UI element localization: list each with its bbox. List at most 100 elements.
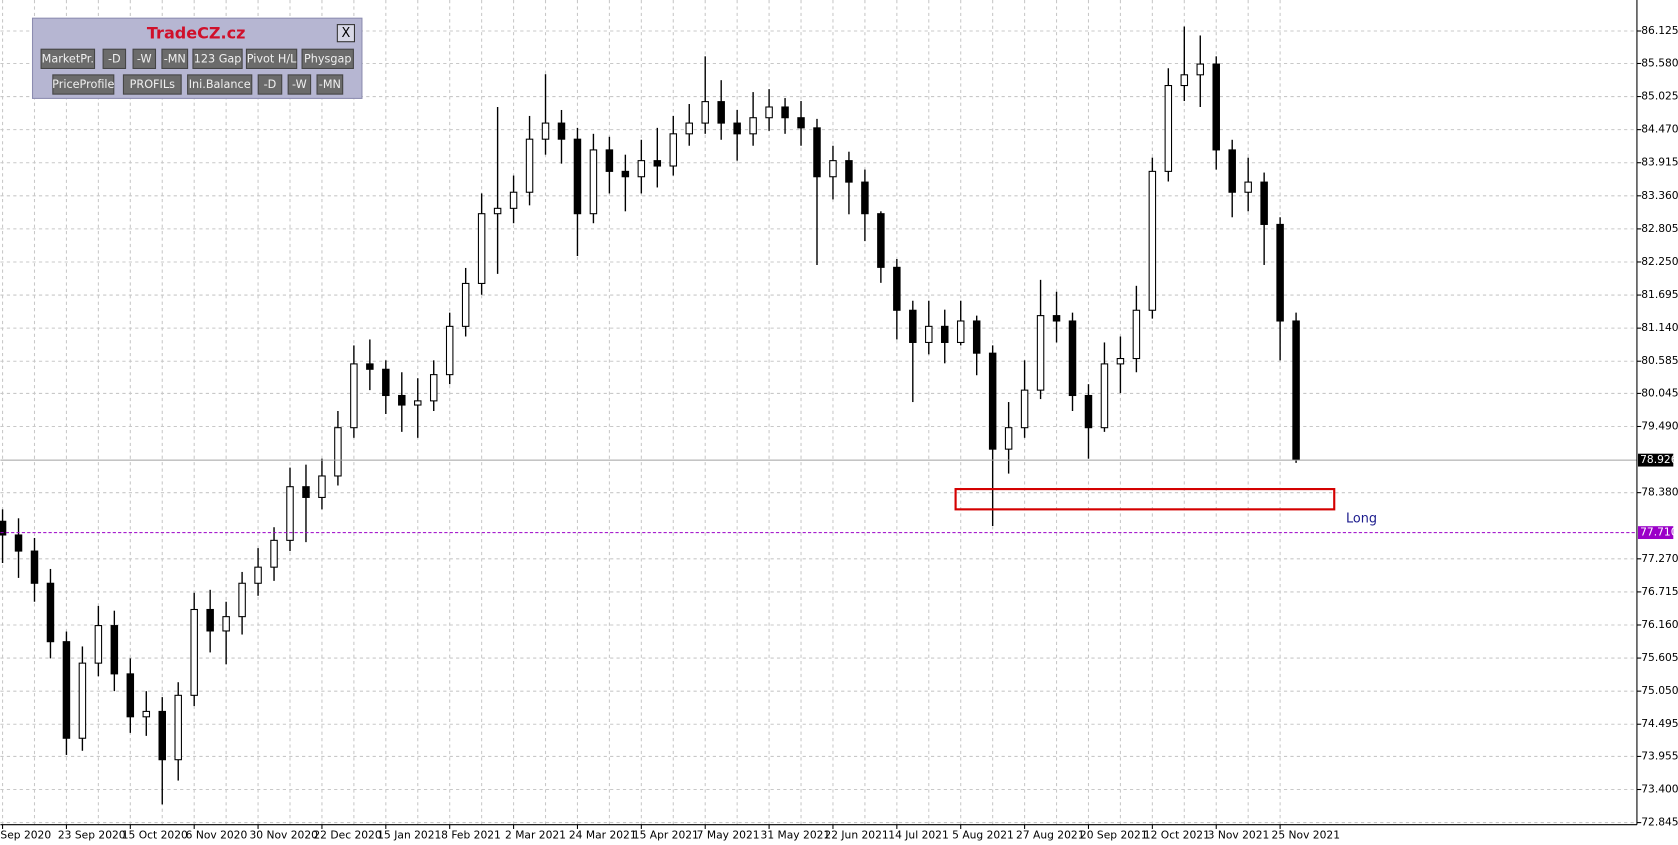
overlay: 78.926 77.710 Long — [0, 453, 1678, 540]
candle-body — [206, 608, 214, 632]
x-tick-label: 3 Nov 2021 — [1208, 828, 1270, 841]
candle-body — [525, 138, 534, 193]
candle-body — [717, 101, 725, 124]
panel-button-label[interactable]: -MN — [319, 78, 341, 91]
candle-body — [334, 427, 342, 477]
panel-button-label[interactable]: Ini.Balance — [189, 78, 251, 91]
panel-button[interactable] — [287, 74, 312, 95]
candle-body — [573, 138, 582, 215]
x-tick-label: 12 Oct 2021 — [1144, 828, 1210, 841]
candle-body — [158, 710, 166, 761]
candle-body — [925, 325, 933, 343]
level-box — [1638, 526, 1674, 540]
panel-button[interactable] — [122, 74, 182, 95]
x-tick-label: 2 Mar 2021 — [505, 828, 566, 841]
candle-body — [589, 149, 598, 215]
x-tick-label: 5 Aug 2021 — [952, 828, 1014, 841]
candle-body — [972, 320, 981, 354]
y-tick-label: 84.470 — [1641, 123, 1678, 136]
panel-button[interactable] — [245, 48, 298, 69]
candle-body — [813, 127, 821, 178]
x-tick-label: 31 May 2021 — [761, 828, 831, 841]
panel-button-label[interactable]: PriceProfile — [52, 78, 114, 91]
x-tick-label: 30 Nov 2020 — [250, 828, 319, 841]
candle-body — [781, 106, 789, 119]
panel-title: TradeCZ.cz — [147, 24, 246, 43]
candle-body — [142, 710, 151, 718]
candle-body — [1036, 315, 1045, 391]
candle-body — [1148, 170, 1157, 311]
candle-body — [477, 213, 486, 284]
panel-button-label[interactable]: -MN — [164, 52, 186, 65]
candle-body — [733, 122, 741, 135]
panel-button[interactable] — [102, 48, 127, 69]
y-tick-label: 78.380 — [1641, 486, 1678, 499]
y-tick-label: 81.695 — [1641, 288, 1678, 301]
candle-body — [1132, 309, 1141, 360]
candle-body — [302, 486, 310, 498]
panel-button-label[interactable]: PROFILs — [130, 78, 175, 91]
y-tick-label: 85.025 — [1641, 90, 1678, 103]
panel-button[interactable] — [192, 48, 243, 69]
candle-body — [941, 325, 949, 343]
candle-body — [1260, 181, 1268, 225]
candle-body — [461, 282, 470, 327]
zone-rect — [954, 488, 1336, 511]
panel-button[interactable] — [161, 48, 189, 69]
x-tick-label: 7 May 2021 — [697, 828, 760, 841]
candle-body — [653, 160, 662, 167]
candle-body — [318, 475, 326, 498]
panel-button-label[interactable]: Pivot H/L — [247, 52, 297, 65]
y-tick-label: 76.715 — [1641, 585, 1678, 598]
panel-button[interactable] — [257, 74, 283, 95]
panel-button[interactable] — [301, 48, 354, 69]
candle-body — [845, 160, 853, 183]
candle-body — [765, 106, 773, 119]
candle-body — [174, 694, 182, 761]
panel-button[interactable] — [316, 74, 344, 95]
panel-button-label[interactable]: 123 Gap — [194, 52, 242, 65]
current-price-box — [1638, 453, 1674, 467]
y-tick-label: 83.915 — [1641, 156, 1678, 169]
candles — [0, 26, 1300, 805]
candle-body — [0, 520, 7, 536]
panel-button[interactable] — [187, 74, 253, 95]
candle-body — [222, 616, 230, 632]
close-label[interactable]: X — [342, 26, 351, 41]
candle-body — [30, 550, 39, 584]
panel-button[interactable] — [132, 48, 157, 69]
x-tick-label: Sep 2020 — [0, 828, 51, 841]
candle-body — [988, 352, 997, 450]
x-tick-label: 24 Mar 2021 — [569, 828, 637, 841]
y-tick-label: 76.160 — [1641, 618, 1678, 631]
candle-body — [382, 368, 390, 397]
candle-body — [1180, 74, 1189, 87]
panel-button[interactable] — [40, 48, 96, 69]
candle-body — [46, 582, 55, 643]
panel-button-label[interactable]: -D — [108, 52, 121, 65]
candle-body — [605, 149, 614, 172]
candle-body — [62, 641, 71, 739]
y-tick-label: 86.125 — [1641, 24, 1678, 37]
y-tick-label: 72.845 — [1641, 816, 1678, 829]
x-tick-label: 8 Feb 2021 — [441, 828, 501, 841]
panel-button[interactable] — [52, 74, 115, 95]
candle-body — [445, 325, 454, 376]
candle-body — [637, 160, 646, 178]
candle-body — [956, 320, 965, 343]
x-tick-label: 15 Oct 2020 — [122, 828, 188, 841]
panel-button-label[interactable]: Physgap — [304, 52, 351, 65]
panel-button-label[interactable]: -D — [264, 78, 277, 91]
x-tick-label: 27 Aug 2021 — [1016, 828, 1084, 841]
panel-button-label[interactable]: MarketPr. — [42, 52, 94, 65]
x-tick-label: 23 Sep 2020 — [58, 828, 126, 841]
panel-button-label[interactable]: -W — [292, 78, 307, 91]
x-tick-label: 15 Apr 2021 — [633, 828, 699, 841]
candle-body — [238, 582, 246, 618]
close-button[interactable] — [336, 24, 355, 43]
candle-body — [254, 566, 262, 584]
panel-button-label[interactable]: -W — [137, 52, 152, 65]
candle-body — [493, 207, 502, 215]
